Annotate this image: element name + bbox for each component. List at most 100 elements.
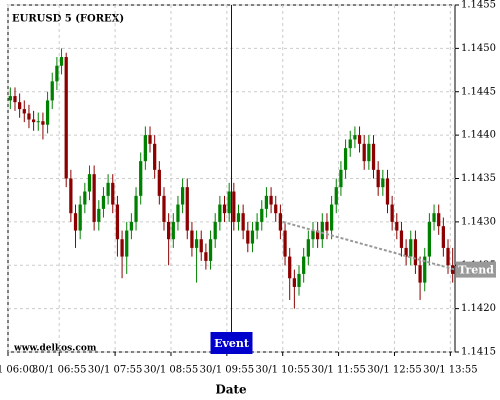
y-tick-label: 1.1415 [461,347,496,358]
candle-body [148,135,152,144]
x-tick-label: 30/1 11:55 [311,365,365,376]
candle-body [129,221,134,231]
candle-body [329,204,334,231]
candle-body [325,221,329,231]
candle-body [255,221,259,231]
candle-body [288,256,292,279]
y-tick-label: 1.1440 [461,130,496,141]
y-tick-label: 1.1450 [461,43,496,54]
candle-body [311,230,315,240]
candle-body [83,191,87,205]
candle-body [139,161,143,196]
candle-body [427,221,432,257]
candle-body [423,256,427,283]
trend-label-box [456,261,496,278]
candle-body [250,230,255,244]
y-tick-label: 1.1445 [461,86,496,97]
candle-body [418,265,422,283]
candle-body [339,169,343,188]
candle-body [381,178,385,188]
candle-body [385,178,390,205]
candle-body [269,195,273,205]
candle-body [246,230,250,244]
candle-body [162,195,166,222]
candle-body [367,143,371,162]
trend-label: Trend [458,264,494,277]
candle-body [13,96,17,103]
candle-body [167,221,171,240]
candle-body [404,247,408,257]
candle-body [59,57,64,66]
candle-body [101,195,106,209]
candle-body [399,230,404,248]
candle-body [260,208,264,222]
candle-body [334,187,338,205]
y-tick-label: 1.1420 [461,303,496,314]
y-tick-label: 1.1455 [461,0,496,11]
candle-body [157,169,161,196]
candle-body [208,239,213,261]
y-tick-label: 1.1435 [461,173,496,184]
candle-body [292,278,296,287]
candle-body [69,178,73,214]
candle-body [194,239,199,248]
candle-body [264,195,269,209]
candle-body [8,96,12,101]
candle-body [222,204,227,214]
candle-body [376,169,380,188]
candle-body [441,226,445,248]
candle-body [180,187,185,205]
candle-body [22,109,26,114]
x-tick-label: 30/1 13:55 [423,365,477,376]
x-axis-label: Date [215,383,247,397]
x-tick-label: 30/1 09:55 [200,365,254,376]
candle-body [241,213,245,231]
candle-body [227,191,231,214]
candle-body [316,230,320,240]
candle-body [218,204,222,222]
x-tick-label: 30/1 06:55 [32,365,86,376]
candle-body [199,239,203,253]
candle-body [97,208,101,222]
x-tick-label: 30/1 07:55 [88,365,142,376]
candle-body [134,195,138,222]
candle-body [413,239,418,266]
candle-body [232,191,236,222]
candle-body [348,139,352,149]
candle-body [64,57,68,179]
event-label: Event [214,337,250,350]
candle-body [437,213,441,227]
candle-body [371,143,376,170]
candle-body [297,273,301,287]
candle-body [353,135,357,140]
candle-body [92,174,96,222]
candle-body [153,143,157,170]
candle-body [185,187,189,231]
candle-body [45,100,50,125]
candle-body [306,239,310,257]
candle-body [395,221,399,231]
candle-body [50,81,54,101]
candle-body [236,213,241,222]
x-tick-label: 30/1 06:00 [0,365,35,376]
candle-body [278,213,283,231]
candle-body [106,182,110,196]
candle-body [357,135,362,144]
candle-body [78,204,82,231]
event-label-box [210,332,253,354]
y-tick-label: 1.1430 [461,216,496,227]
candle-body [190,230,194,248]
chart-title: EURUSD 5 (FOREX) [12,14,124,25]
candle-body [176,204,180,222]
candle-body [409,239,413,257]
candle-body [18,102,22,110]
candle-body [27,113,31,120]
candle-body [115,204,120,240]
x-tick-label: 30/1 08:55 [144,365,198,376]
candle-body [120,239,124,257]
candle-body [343,148,348,170]
x-tick-label: 30/1 12:55 [367,365,421,376]
candle-body [171,221,175,240]
candle-body [125,230,129,257]
